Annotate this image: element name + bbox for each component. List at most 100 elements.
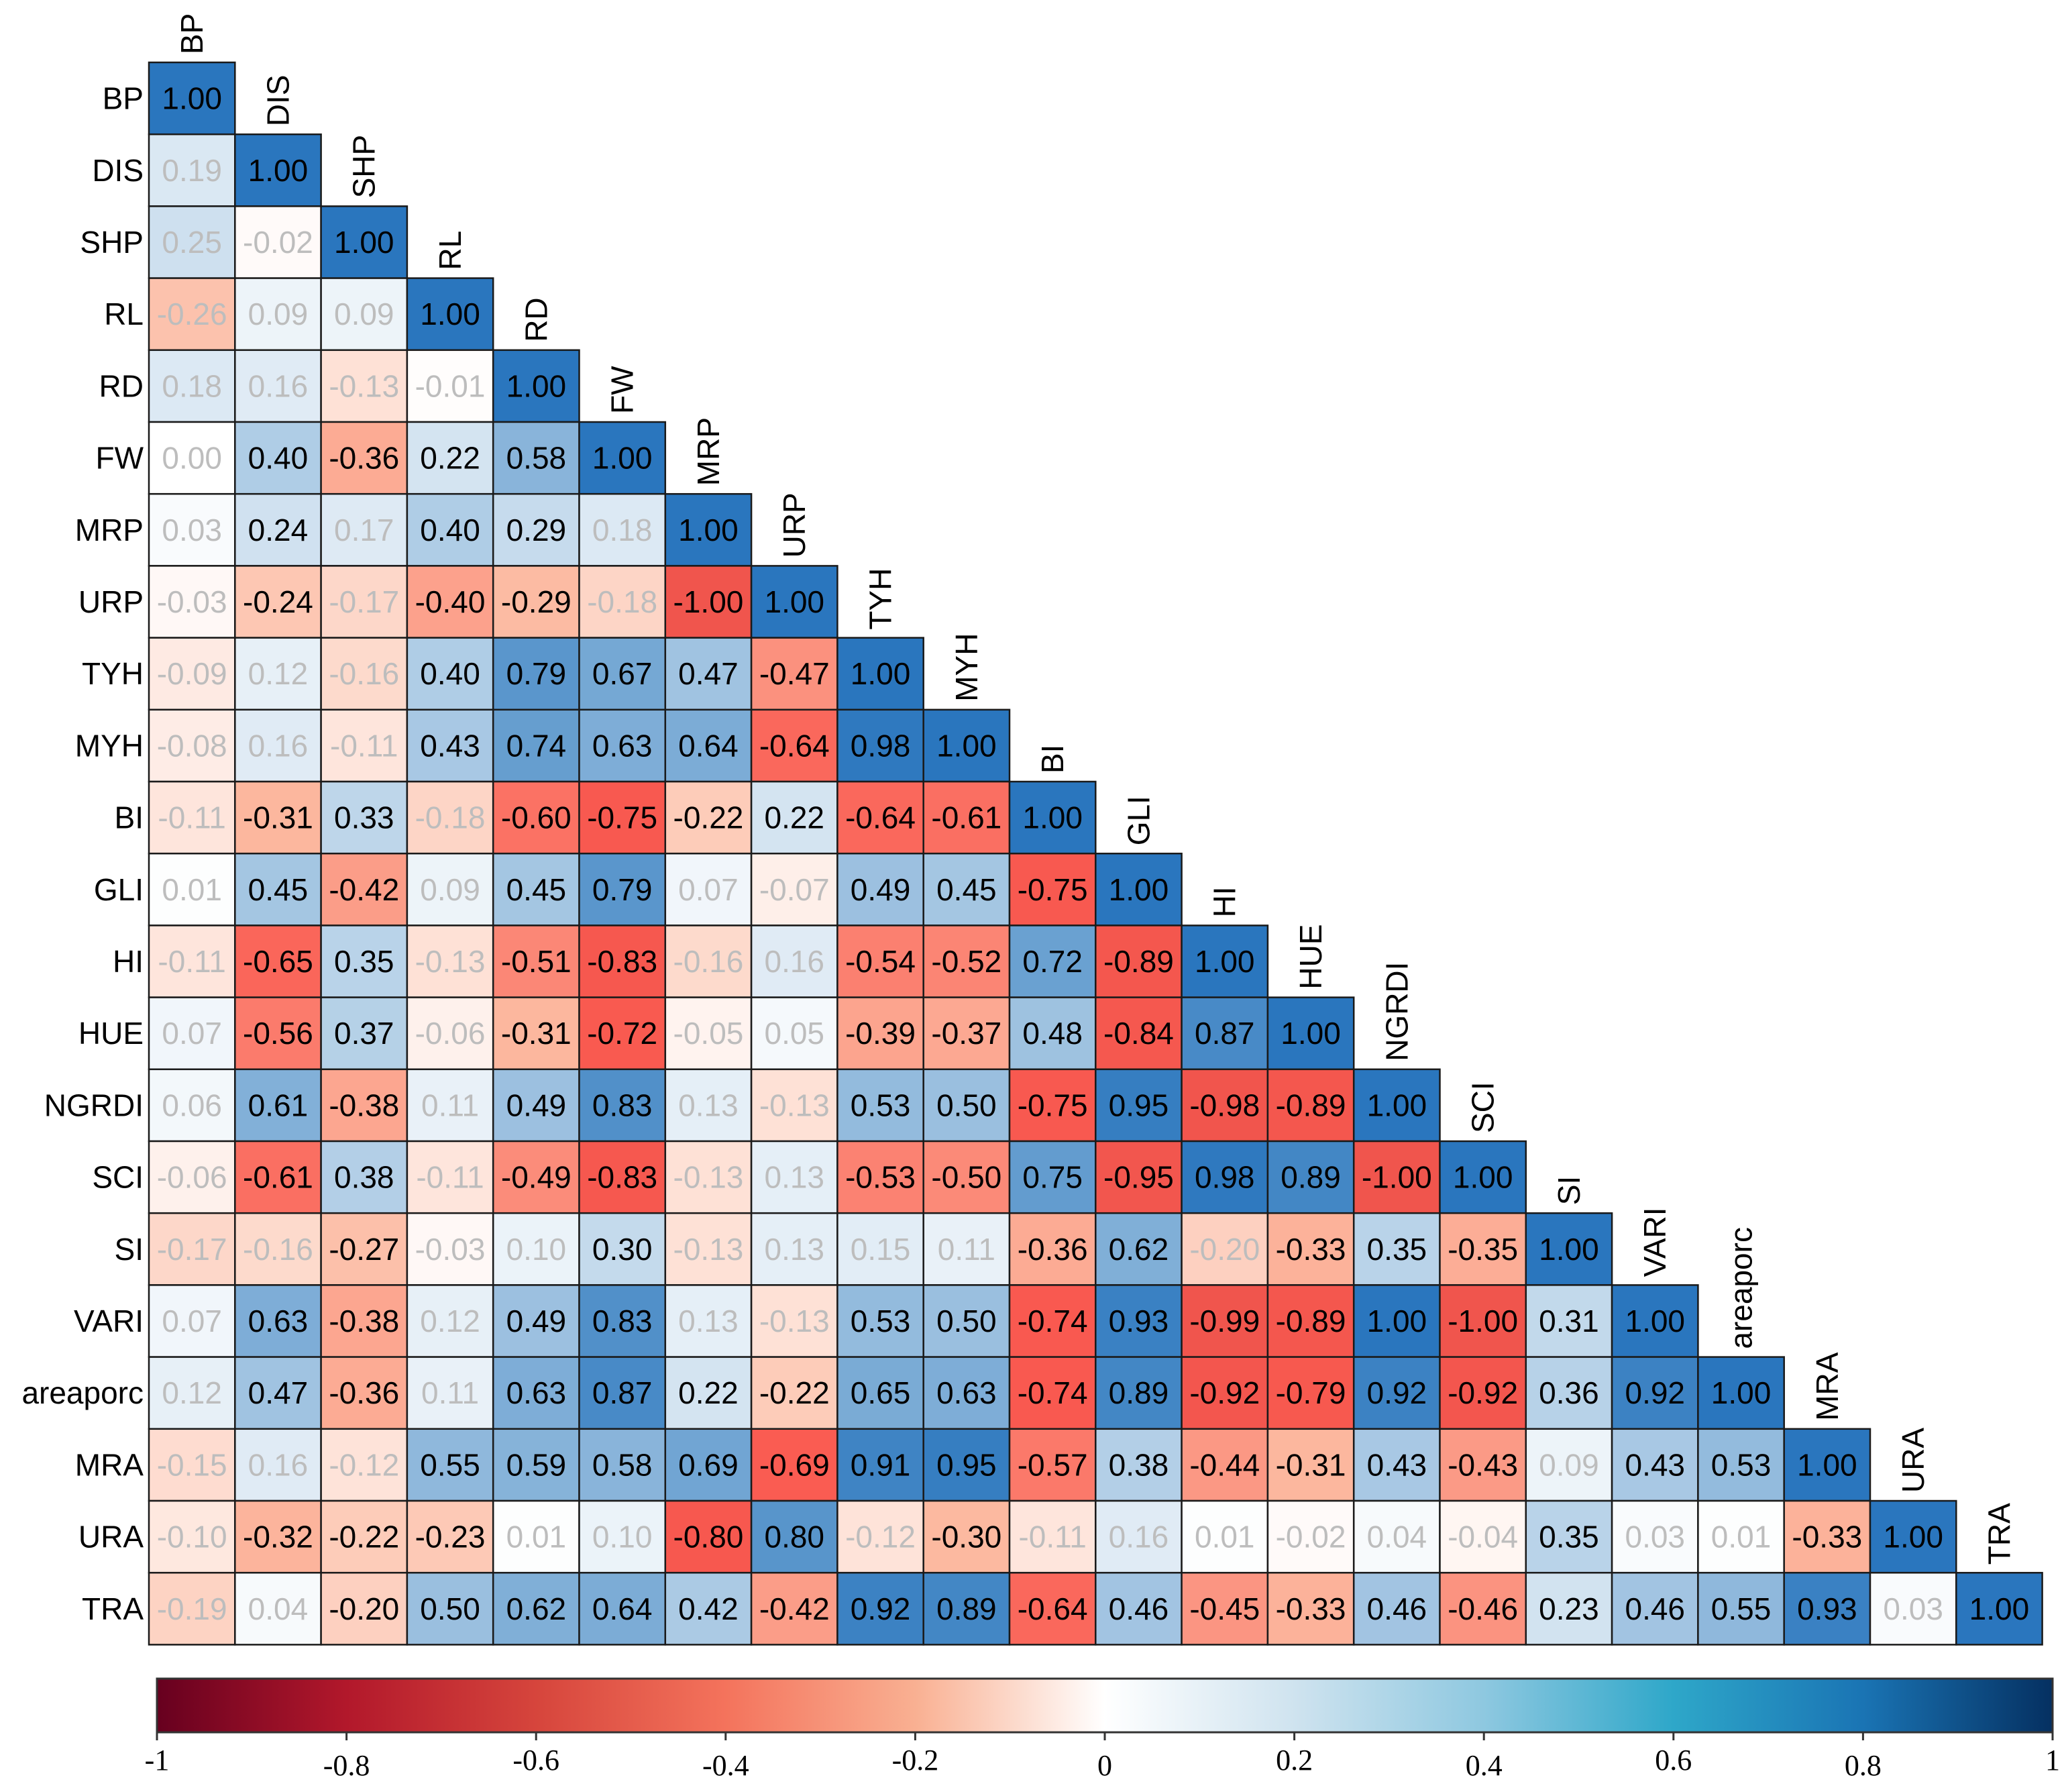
- cell-value-label: 0.13: [764, 1232, 824, 1267]
- heatmap-cell: [1095, 1499, 1183, 1574]
- cell-value-label: 0.61: [248, 1088, 309, 1122]
- cell-value-label: 1.00: [248, 153, 309, 188]
- heatmap-cell: [1095, 1428, 1183, 1502]
- heatmap-cell: [1008, 1499, 1097, 1574]
- cell-value-label: -0.89: [1276, 1088, 1346, 1122]
- cell-value-label: 0.91: [851, 1447, 911, 1482]
- row-labels: BP DIS SHP RL RD FW MRP URP TYH MYH BI GLI HI HUE NGRD…: [21, 81, 144, 1626]
- heatmap-cell: [1008, 1140, 1097, 1214]
- heatmap-cell: [492, 1356, 580, 1430]
- cell-value-label: 0.63: [506, 1375, 567, 1410]
- cell-value-label: -0.80: [673, 1520, 744, 1554]
- cell-value-label: -0.17: [329, 584, 399, 619]
- heatmap-cell: [1095, 1571, 1183, 1646]
- heatmap-cell: [664, 1068, 753, 1143]
- cell-value-label: 0.50: [420, 1591, 480, 1626]
- cell-value-label: -0.89: [1276, 1304, 1346, 1338]
- row-label: FW: [95, 441, 144, 476]
- cell-value-label: 0.40: [420, 513, 480, 547]
- cell-value-label: -0.45: [1189, 1591, 1260, 1626]
- cell-value-label: -0.50: [931, 1160, 1001, 1195]
- cell-value-label: 0.19: [162, 153, 222, 188]
- cell-value-label: 0.92: [1625, 1375, 1685, 1410]
- heatmap-cell: [664, 1212, 753, 1286]
- heatmap-cell: [406, 637, 494, 711]
- cell-value-label: -0.36: [329, 1375, 399, 1410]
- cell-value-label: 0.22: [420, 441, 480, 476]
- cell-value-label: -0.95: [1103, 1160, 1174, 1195]
- cell-value-label: 0.10: [592, 1520, 653, 1554]
- heatmap-cell: [1611, 1356, 1699, 1430]
- cell-value-label: -0.35: [1448, 1232, 1518, 1267]
- heatmap-cell: [664, 925, 753, 998]
- cell-value-label: -0.04: [1448, 1520, 1518, 1554]
- row-label: MRP: [75, 513, 144, 547]
- cell-value-label: -0.53: [845, 1160, 916, 1195]
- cell-value-label: 1.00: [764, 584, 824, 619]
- cell-value-label: 0.07: [162, 1016, 222, 1051]
- heatmap-cell: [664, 1499, 753, 1574]
- column-label: MRP: [691, 417, 726, 486]
- cell-value-label: 0.35: [1539, 1520, 1599, 1554]
- heatmap-cell: [578, 708, 667, 783]
- cell-value-label: 0.12: [420, 1304, 480, 1338]
- cell-value-label: -0.33: [1276, 1591, 1346, 1626]
- heatmap-cell: [320, 1140, 409, 1214]
- heatmap-cell: [320, 852, 409, 927]
- heatmap-cell: [148, 1499, 236, 1574]
- cell-value-label: 0.64: [678, 728, 739, 763]
- cell-value-label: -0.39: [845, 1016, 916, 1051]
- cell-value-label: 1.00: [1367, 1088, 1427, 1122]
- column-label: HUE: [1293, 924, 1328, 989]
- cell-value-label: -0.05: [673, 1016, 744, 1051]
- cell-value-label: -0.38: [329, 1304, 399, 1338]
- heatmap-cell: [234, 708, 322, 783]
- cell-value-label: 0.01: [506, 1520, 567, 1554]
- row-label: BP: [103, 81, 144, 116]
- heatmap-cell: [1783, 1571, 1871, 1646]
- cell-value-label: 1.00: [334, 225, 394, 260]
- cell-value-label: 0.79: [592, 872, 653, 907]
- heatmap-cell: [1697, 1571, 1785, 1646]
- heatmap-cell: [148, 565, 236, 639]
- heatmap-cell: [1352, 1499, 1441, 1574]
- cell-value-label: 0.50: [936, 1088, 997, 1122]
- cell-value-label: 0.13: [678, 1304, 739, 1338]
- cell-value-label: 1.00: [1883, 1520, 1943, 1554]
- cell-value-label: 0.92: [851, 1591, 911, 1626]
- cell-value-label: 0.37: [334, 1016, 394, 1051]
- heatmap-cell: [664, 637, 753, 711]
- heatmap-cell: [406, 1140, 494, 1214]
- heatmap-cell: [836, 1428, 924, 1502]
- heatmap-cell: [1352, 1212, 1441, 1286]
- cell-value-label: 0.63: [936, 1375, 997, 1410]
- heatmap-cell: [1352, 1571, 1441, 1646]
- cell-value-label: -0.43: [1448, 1447, 1518, 1482]
- cell-value-label: -0.02: [1276, 1520, 1346, 1554]
- cell-value-label: 0.43: [1625, 1447, 1685, 1482]
- heatmap-cell: [750, 1571, 838, 1646]
- heatmap-cell: [1095, 996, 1183, 1071]
- heatmap-cell: [578, 492, 667, 567]
- column-label: GLI: [1121, 796, 1156, 845]
- heatmap-cell: [750, 996, 838, 1071]
- cell-value-label: 0.64: [592, 1591, 653, 1626]
- heatmap-cell: [664, 1284, 753, 1358]
- cell-value-label: 0.10: [506, 1232, 567, 1267]
- cell-value-label: -0.13: [415, 944, 486, 979]
- column-label: URA: [1896, 1428, 1931, 1493]
- row-label: DIS: [92, 153, 144, 188]
- cell-value-label: 1.00: [1797, 1447, 1857, 1482]
- cell-value-label: -0.36: [1018, 1232, 1088, 1267]
- heatmap-cell: [1266, 996, 1355, 1071]
- cell-value-label: 0.87: [1195, 1016, 1255, 1051]
- cell-value-label: -0.20: [1189, 1232, 1260, 1267]
- heatmap-cell: [1439, 1356, 1527, 1430]
- heatmap-cell: [750, 1140, 838, 1214]
- heatmap-cell: [1095, 852, 1183, 927]
- heatmap-cell: [320, 205, 409, 279]
- heatmap-cell: [1008, 780, 1097, 855]
- row-label: RL: [104, 297, 144, 331]
- heatmap-cell: [320, 637, 409, 711]
